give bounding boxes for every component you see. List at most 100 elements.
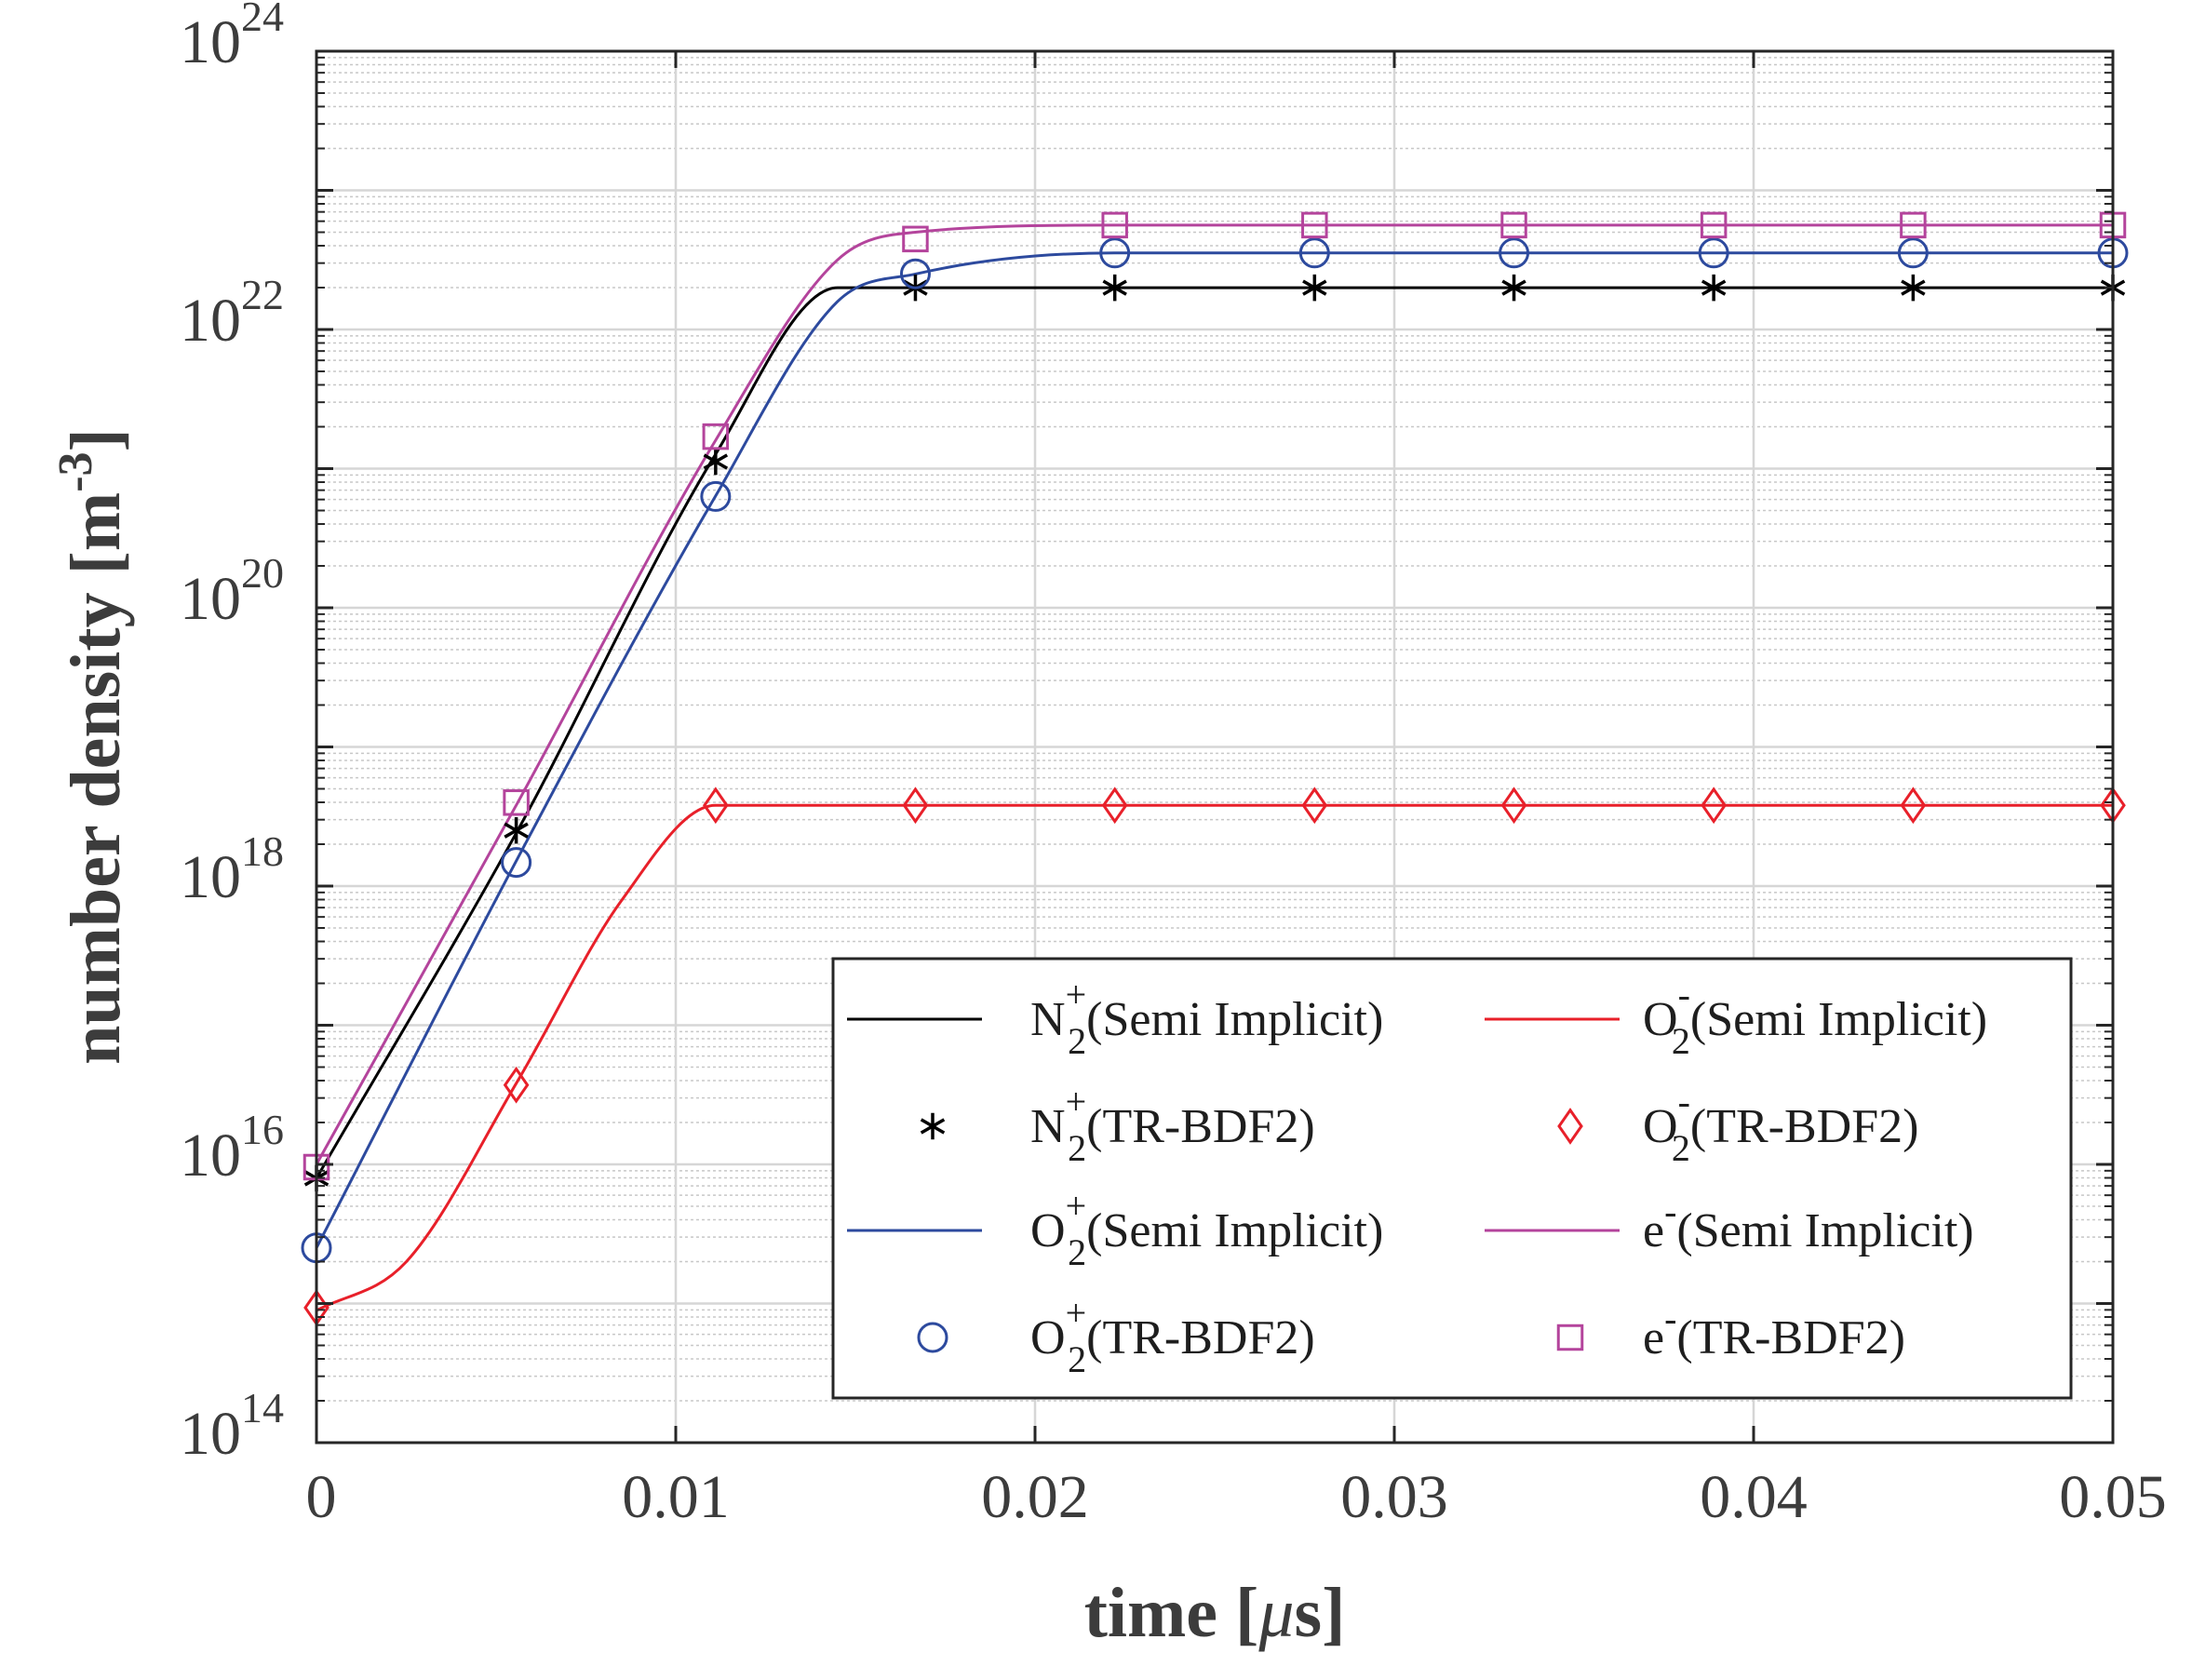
marker-asterisk [1701, 274, 1727, 302]
x-axis-title-greek: μ [1257, 1574, 1294, 1652]
y-tick-base: 10 [180, 1122, 241, 1189]
marker-asterisk [1501, 274, 1526, 302]
marker-diamond [1101, 786, 1128, 825]
legend-entry: N+ 2(Semi Implicit) [847, 974, 1383, 1062]
asterisk-stroke [1901, 279, 1926, 296]
legend-entry: O+ 2(TR-BDF2) [917, 1292, 1315, 1380]
series-markers-group [303, 786, 2126, 1326]
marker-square [1301, 211, 1328, 239]
y-tick-base: 10 [180, 287, 241, 355]
y-tick-label: 1022 [180, 271, 284, 355]
y-tick-base: 10 [180, 8, 241, 76]
y-tick-label: 1020 [180, 549, 284, 633]
legend-label-sub: 2 [1068, 1020, 1086, 1062]
legend-label: O+ 2(TR-BDF2) [1030, 1292, 1315, 1380]
asterisk-stroke [703, 453, 729, 470]
series-line [315, 286, 2113, 1179]
y-axis-title: number density [m-3] [49, 428, 135, 1065]
y-tick-exponent: 18 [241, 827, 284, 875]
marker-square [1700, 211, 1728, 239]
legend-label-sub: 2 [1672, 1127, 1690, 1169]
marker-diamond [902, 786, 929, 825]
y-tick-base: 10 [180, 843, 241, 911]
asterisk-stroke [1302, 279, 1327, 296]
y-tick-label: 1018 [180, 827, 284, 911]
y-tick-base: 10 [180, 565, 241, 633]
legend-label-suffix: (Semi Implicit) [1690, 993, 1987, 1046]
marker-asterisk [1302, 274, 1327, 302]
legend-label-sup: - [1664, 1190, 1676, 1232]
legend-label-suffix: (Semi Implicit) [1086, 1204, 1383, 1257]
legend-label-base: O [1030, 1204, 1066, 1257]
y-axis-title-exponent: -3 [49, 451, 102, 491]
legend-label-sub: 2 [1068, 1231, 1086, 1273]
y-tick-label: 1014 [180, 1384, 284, 1468]
marker-asterisk [1901, 274, 1926, 302]
legend-entry: N+ 2(TR-BDF2) [920, 1081, 1315, 1169]
legend: N+ 2(Semi Implicit) O-2(Semi Implicit)N+ 2(… [831, 957, 2073, 1400]
y-tick-label: 1024 [180, 0, 284, 76]
legend-label: O+ 2(Semi Implicit) [1030, 1185, 1383, 1273]
marker-asterisk [504, 816, 529, 844]
marker-square [702, 423, 730, 450]
legend-label-base: N [1030, 993, 1066, 1046]
asterisk-stroke [1501, 279, 1526, 296]
legend-label: O- 2(Semi Implicit) [1643, 974, 1987, 1062]
asterisk-stroke [504, 822, 529, 839]
y-tick-base: 10 [180, 1400, 241, 1468]
marker-circle [1897, 237, 1929, 269]
marker-asterisk [920, 1112, 946, 1140]
legend-label-base: e [1643, 1204, 1664, 1257]
marker-square [1101, 211, 1128, 239]
marker-asterisk [703, 448, 729, 476]
legend-label-base: O [1030, 1311, 1066, 1364]
x-tick-label: 0.05 [2059, 1463, 2167, 1531]
legend-label: e-(Semi Implicit) [1643, 1190, 1974, 1257]
marker-diamond [1557, 1108, 1583, 1145]
legend-label-suffix: (TR-BDF2) [1676, 1311, 1905, 1364]
legend-label-sup: + [1066, 1081, 1087, 1122]
legend-label-sup: + [1066, 1292, 1087, 1334]
x-tick-label: 0.01 [622, 1463, 730, 1531]
axis-titles: time [μs] number density [m-3] [49, 428, 1345, 1652]
legend-label: N+ 2(TR-BDF2) [1030, 1081, 1315, 1169]
marker-circle [1099, 237, 1131, 269]
series-markers-group [303, 211, 2127, 1181]
y-tick-exponent: 20 [241, 549, 284, 597]
y-axis-title-text: number density [m [57, 492, 135, 1065]
marker-diamond [1701, 786, 1727, 825]
legend-label-base: N [1030, 1100, 1066, 1153]
legend-label-base: O [1643, 993, 1678, 1046]
legend-label-sub: 2 [1068, 1338, 1086, 1380]
marker-square [1900, 211, 1927, 239]
legend-label-sup: + [1066, 974, 1087, 1015]
legend-label-suffix: (Semi Implicit) [1086, 993, 1383, 1046]
marker-circle [1499, 237, 1530, 269]
asterisk-stroke [1701, 279, 1727, 296]
marker-diamond [1500, 786, 1527, 825]
legend-label-sub: 2 [1068, 1127, 1086, 1169]
legend-label-sup: - [1678, 974, 1690, 1015]
y-axis-title-text: ] [57, 428, 135, 451]
y-tick-exponent: 22 [241, 271, 284, 318]
marker-asterisk [1102, 274, 1127, 302]
legend-label-sup: - [1664, 1297, 1676, 1339]
legend-label: O- 2(TR-BDF2) [1643, 1081, 1918, 1169]
legend-label-sup: - [1678, 1081, 1690, 1122]
x-tick-label: 0.03 [1340, 1463, 1448, 1531]
marker-circle [1298, 237, 1330, 269]
y-tick-label: 1016 [180, 1106, 284, 1189]
marker-circle [700, 480, 732, 512]
x-axis-title: time [μs] [1084, 1574, 1346, 1652]
legend-entry: O+ 2(Semi Implicit) [847, 1185, 1383, 1273]
legend-entry: e-(TR-BDF2) [1556, 1297, 1905, 1364]
x-axis-title-text: s] [1295, 1574, 1346, 1652]
marker-square [1500, 211, 1527, 239]
marker-circle [917, 1322, 948, 1353]
legend-label-base: O [1643, 1100, 1678, 1153]
y-tick-exponent: 16 [241, 1106, 284, 1153]
series-line [315, 251, 2113, 1249]
marker-diamond [503, 1066, 530, 1104]
